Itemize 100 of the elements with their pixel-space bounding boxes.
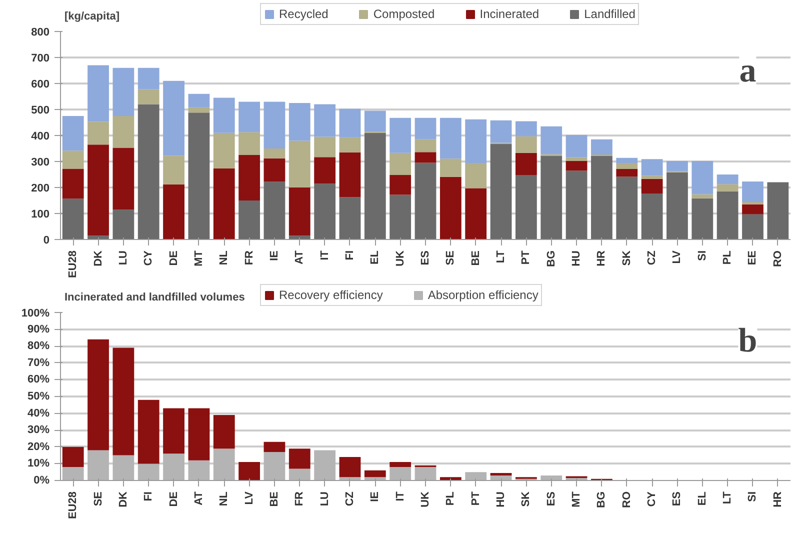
bar (62, 150, 84, 169)
legend-label: Landfilled (584, 7, 636, 21)
y-tick-label: 60% (27, 374, 50, 386)
x-tick-label: DK (92, 250, 104, 266)
bar (390, 462, 412, 468)
y-tick-label: 800 (31, 26, 50, 38)
x-tick-label: CY (142, 250, 155, 266)
bar (364, 110, 386, 132)
x-tick-label: CY (646, 490, 658, 507)
y-tick-label: 10% (27, 458, 50, 470)
bar (390, 118, 412, 153)
bar (238, 155, 260, 200)
bar (742, 204, 764, 214)
bar (88, 144, 109, 236)
bar (515, 175, 537, 240)
bar (339, 152, 361, 198)
y-tick-label: 500 (31, 104, 50, 116)
bar (490, 472, 512, 476)
bar (566, 134, 588, 158)
y-tick-label: 200 (31, 182, 50, 194)
bar (264, 452, 286, 480)
x-tick-label: FI (142, 491, 155, 502)
bar (390, 194, 412, 240)
bar (188, 408, 210, 460)
x-tick-label: LV (243, 490, 256, 505)
x-tick-label: HU (570, 250, 583, 266)
x-tick-label: LT (722, 491, 734, 504)
y-tick-label: 600 (31, 78, 50, 90)
x-tick-label: DE (168, 250, 180, 266)
x-tick-label: LV (671, 250, 684, 264)
bar (314, 104, 336, 137)
y-tick-label: 0% (34, 474, 50, 486)
y-axis-title: [kg/capita] (64, 10, 120, 22)
bar (566, 170, 588, 240)
x-tick-label: SE (444, 250, 457, 266)
x-tick-label: HR (772, 491, 784, 508)
bar (163, 454, 184, 480)
bar (465, 188, 487, 240)
bar (238, 200, 260, 240)
x-tick-label: IT (318, 250, 331, 260)
bar (616, 176, 638, 240)
bar (88, 450, 109, 480)
x-tick-label: FI (344, 250, 356, 260)
bar (767, 182, 789, 240)
bar (641, 193, 663, 240)
bar (641, 178, 663, 194)
bar (742, 214, 764, 240)
x-tick-label: IE (268, 250, 280, 261)
x-tick-label: PT (470, 491, 482, 506)
x-tick-label: LU (117, 250, 130, 266)
x-tick-label: EU28 (67, 250, 80, 278)
y-tick-label: 400 (31, 130, 50, 142)
bar (264, 148, 286, 158)
bar (213, 168, 235, 240)
bar (591, 139, 612, 154)
legend-label: Composted (373, 7, 435, 21)
bar (692, 194, 714, 198)
x-tick-label: DK (117, 491, 130, 508)
x-tick-label: DE (168, 492, 180, 507)
bar (616, 158, 638, 164)
y-tick-label: 100 (31, 208, 50, 220)
bar (314, 450, 336, 480)
bar (288, 188, 310, 236)
bar (390, 152, 412, 176)
bar (314, 136, 336, 158)
bar (238, 462, 260, 480)
bar (414, 139, 436, 152)
bar (163, 80, 184, 156)
bar (716, 174, 738, 184)
y-tick-label: 300 (31, 156, 50, 168)
bar (213, 414, 235, 449)
bar (465, 472, 487, 480)
bar (465, 119, 487, 164)
bar (288, 140, 310, 188)
y-tick-label: 90% (27, 323, 50, 336)
x-tick-label: FR (243, 250, 256, 266)
bar (566, 157, 588, 161)
x-tick-label: BG (545, 250, 558, 267)
x-tick-label: HU (495, 491, 508, 508)
bar (238, 102, 260, 132)
bar (138, 68, 160, 90)
x-tick-label: PL (444, 491, 457, 506)
bar (88, 65, 109, 122)
bar (288, 103, 310, 141)
bar (288, 468, 310, 480)
bar (264, 102, 286, 148)
bar (390, 175, 412, 195)
x-tick-label: SK (520, 491, 532, 507)
x-tick-label: EU28 (67, 491, 80, 520)
legend-label: Recycled (279, 7, 328, 21)
bar (515, 136, 537, 153)
x-tick-label: RO (620, 491, 633, 508)
bar (616, 163, 638, 170)
bar (138, 104, 160, 240)
bar (188, 107, 210, 113)
bar (515, 121, 537, 136)
bar (138, 89, 160, 104)
bar (414, 162, 436, 240)
bar (666, 172, 688, 240)
x-tick-label: BE (470, 250, 482, 266)
